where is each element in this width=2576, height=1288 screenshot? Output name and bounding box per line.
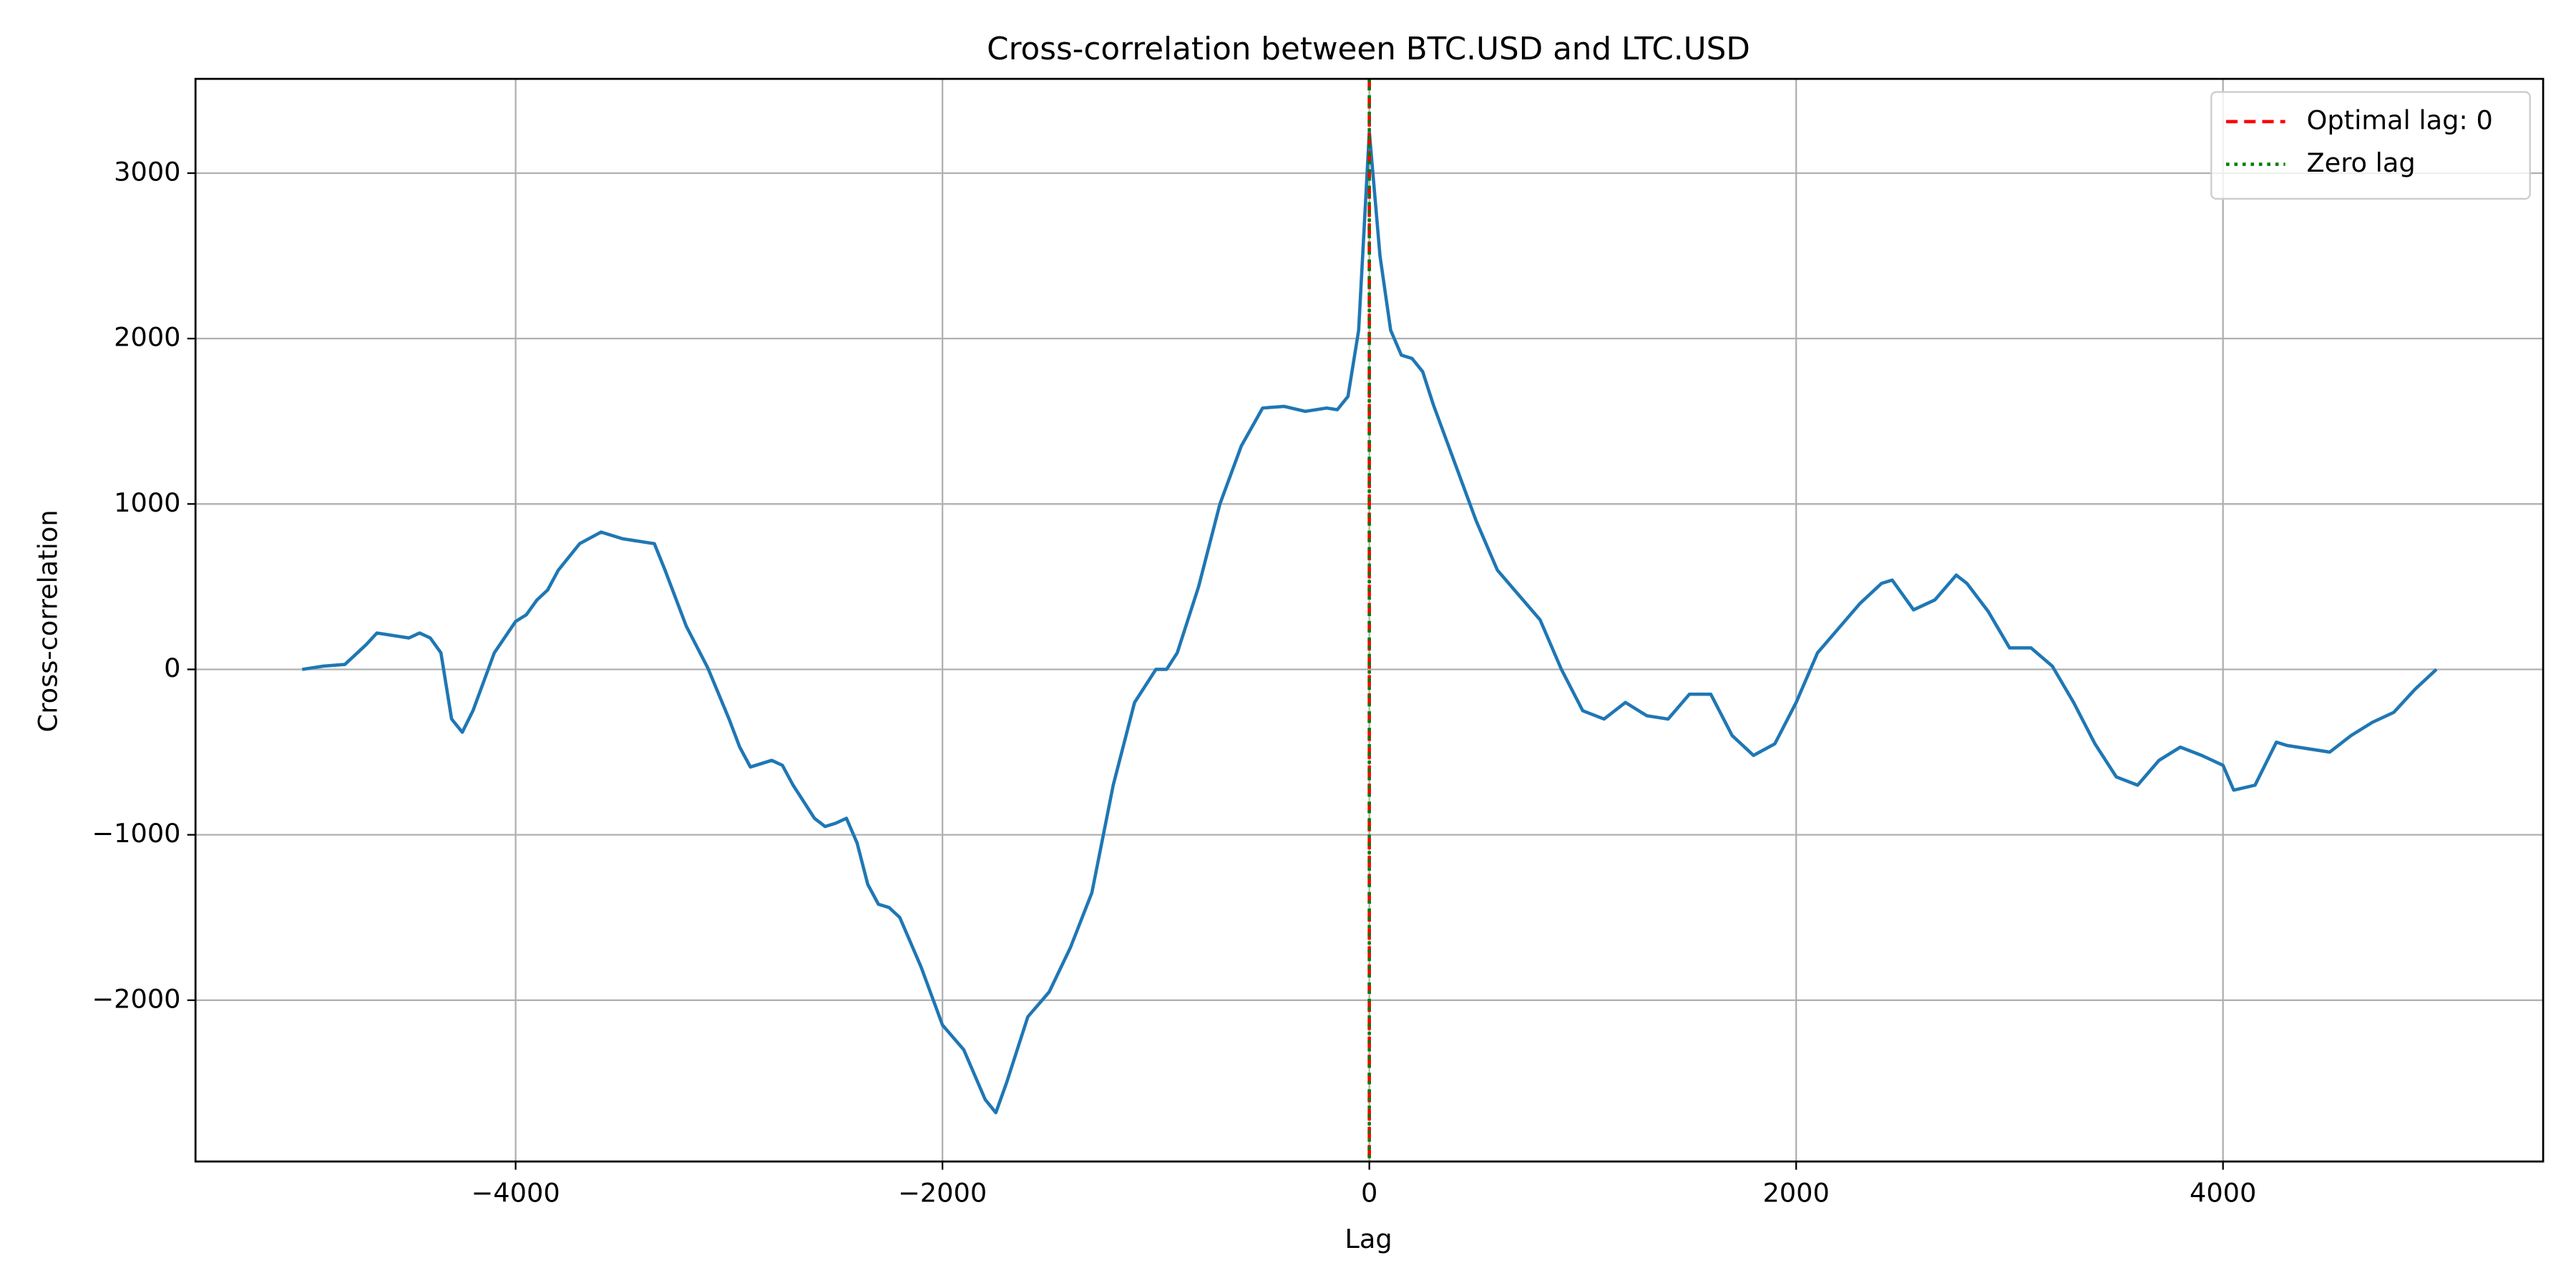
x-tick-label: 2000 [1762, 1178, 1829, 1209]
plot-frame [194, 77, 2545, 1163]
x-axis-label: Lag [1345, 1224, 1392, 1254]
x-tick-label: 0 [1361, 1178, 1377, 1209]
x-tick-label: −4000 [471, 1178, 560, 1209]
data-line [301, 130, 2438, 1115]
y-tick-label: −1000 [92, 818, 180, 849]
legend-label: Optimal lag: 0 [2306, 104, 2492, 135]
chart-title: Cross-correlation between BTC.USD and LT… [987, 31, 1750, 67]
legend-box [2210, 91, 2531, 200]
legend-label: Zero lag [2306, 147, 2415, 178]
y-tick-label: 3000 [114, 156, 180, 187]
y-tick-label: 0 [164, 653, 180, 683]
y-axis-label: Cross-correlation [32, 509, 63, 732]
y-tick-label: 2000 [114, 322, 180, 353]
x-tick-label: 4000 [2190, 1178, 2256, 1209]
y-tick-label: 1000 [114, 487, 180, 518]
y-tick-label: −2000 [92, 983, 180, 1014]
x-tick-label: −2000 [898, 1178, 987, 1209]
